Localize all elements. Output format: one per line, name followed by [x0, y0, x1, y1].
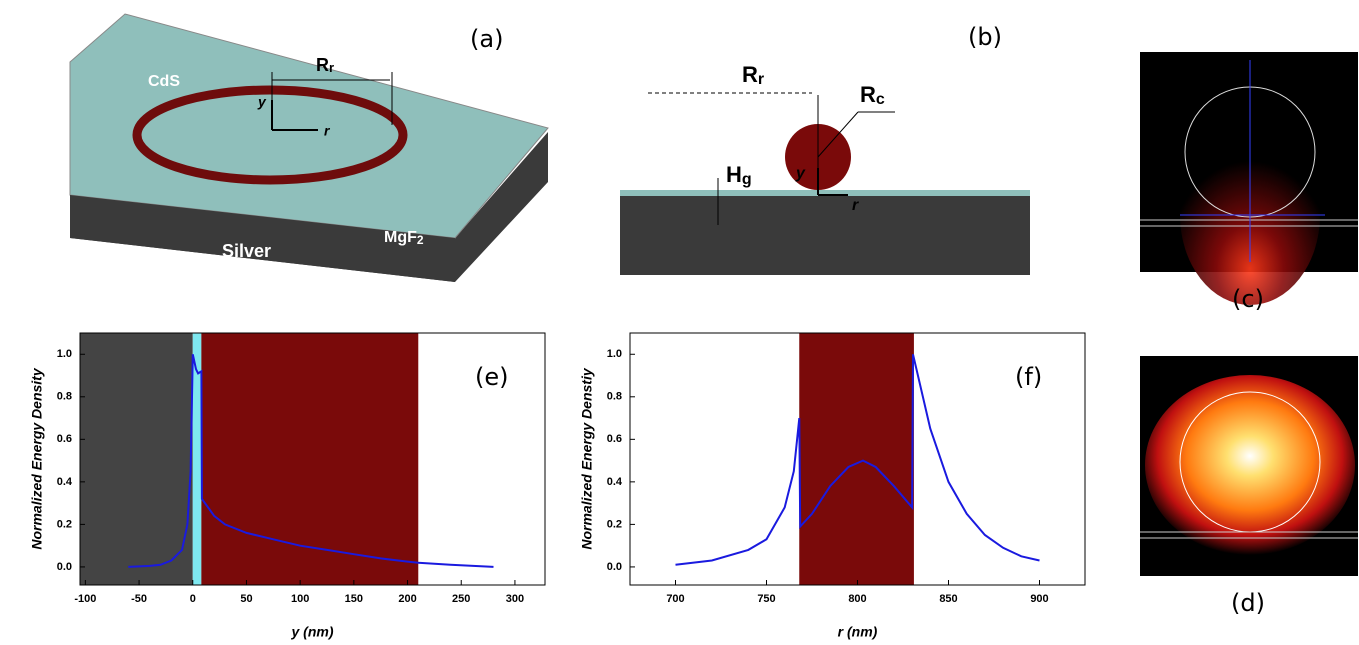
x-tick-label: 850	[939, 593, 957, 605]
panel-d: (d)	[1140, 356, 1358, 617]
silver	[620, 196, 1030, 275]
axis-label: y	[795, 165, 806, 182]
panel-b: (b) Rr Rc Hg y r	[620, 23, 1030, 275]
text: R	[860, 82, 876, 107]
panel-label: (b)	[968, 23, 1002, 51]
x-tick-label: -100	[74, 593, 96, 605]
y-tick-label: 0.2	[57, 518, 72, 530]
x-tick-label: -50	[131, 593, 147, 605]
text: R	[316, 55, 329, 75]
x-tick-label: 0	[190, 593, 196, 605]
text: 2	[417, 233, 424, 247]
y-tick-label: 0.4	[607, 476, 623, 488]
y-axis-title: Normalized Energy Denstiy	[579, 367, 595, 549]
x-tick-label: 100	[291, 593, 309, 605]
figure: (a) CdS Rr y r Silver MgF2 (b) Rr Rc Hg …	[0, 0, 1359, 640]
x-tick-label: 800	[848, 593, 866, 605]
x-tick-label: 250	[452, 593, 470, 605]
panel-c: (c)	[1140, 52, 1358, 313]
text: g	[742, 171, 752, 188]
axis-label: r	[852, 197, 859, 214]
x-tick-label: 200	[398, 593, 416, 605]
text: H	[726, 162, 742, 187]
substrate-label: Silver	[222, 241, 271, 261]
x-tick-label: 300	[506, 593, 524, 605]
x-tick-label: 150	[345, 593, 363, 605]
x-tick-label: 700	[666, 593, 684, 605]
text: c	[876, 91, 885, 108]
panel-a: (a) CdS Rr y r Silver MgF2	[70, 14, 548, 282]
charts: -100 -50 0 50 100 150 200 250 300 0.0 0.2 0.4 0.6 0.8…	[29, 333, 1085, 640]
dim-label: Hg	[726, 162, 752, 188]
dim-label: Rr	[316, 55, 334, 76]
region	[80, 333, 193, 585]
x-tick-label: 900	[1030, 593, 1048, 605]
field-glow	[1145, 375, 1355, 555]
panel-label: (a)	[470, 25, 503, 53]
y-tick-label: 0.0	[607, 561, 622, 573]
text: R	[742, 62, 758, 87]
panel-label: (c)	[1232, 285, 1264, 313]
y-tick-label: 0.6	[57, 433, 72, 445]
y-tick-label: 0.2	[607, 518, 622, 530]
axis-label: y	[257, 94, 267, 110]
x-tick-label: 50	[240, 593, 252, 605]
dim-label: Rc	[860, 82, 885, 108]
y-tick-label: 0.8	[57, 391, 72, 403]
region	[799, 333, 914, 585]
panel-label: (d)	[1231, 589, 1265, 617]
panel-label: (f)	[1015, 363, 1042, 391]
text: MgF	[384, 229, 417, 246]
dim-label: Rr	[742, 62, 764, 88]
x-axis-title: r (nm)	[838, 624, 878, 640]
y-tick-label: 0.6	[607, 433, 622, 445]
x-tick-label: 750	[757, 593, 775, 605]
y-tick-label: 0.8	[607, 391, 622, 403]
x-axis-title: y (nm)	[291, 624, 334, 640]
y-tick-label: 0.4	[57, 476, 73, 488]
y-tick-label: 0.0	[57, 561, 72, 573]
text: r	[329, 60, 334, 75]
panel-label: (e)	[475, 363, 509, 391]
y-axis-title: Normalized Energy Density	[29, 367, 45, 549]
y-tick-label: 1.0	[607, 348, 622, 360]
ring-label: CdS	[148, 73, 180, 90]
text: r	[758, 71, 764, 88]
y-tick-label: 1.0	[57, 348, 72, 360]
